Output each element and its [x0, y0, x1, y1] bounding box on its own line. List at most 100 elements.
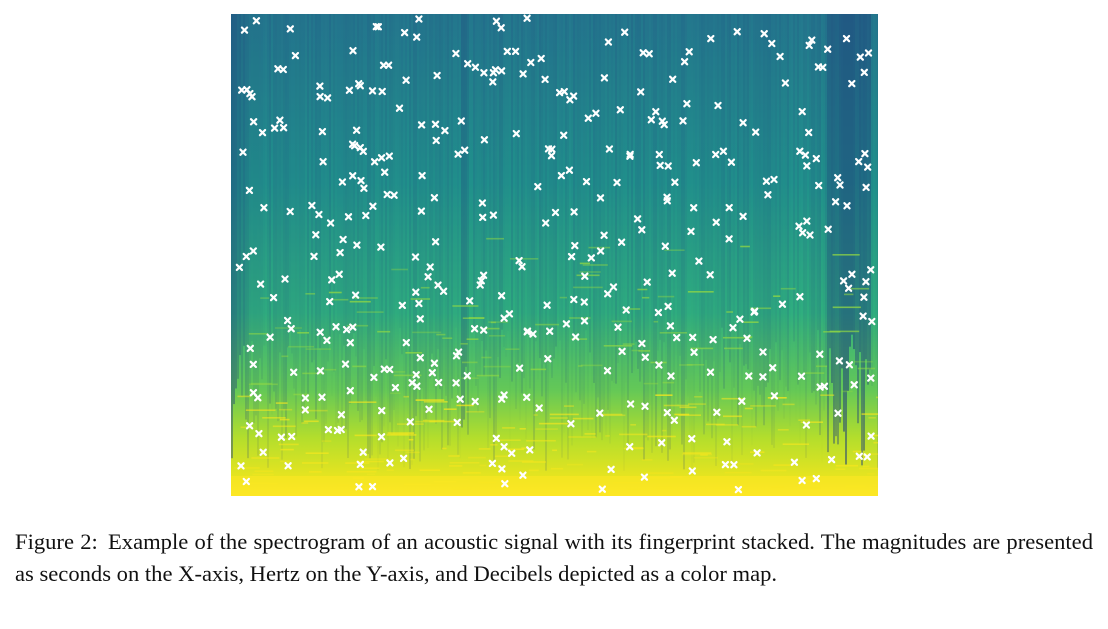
spectrogram-harmonic	[356, 460, 385, 463]
spectrogram-column	[301, 14, 303, 424]
fingerprint-marker	[690, 204, 698, 212]
spectrogram-column	[383, 14, 385, 426]
spectrogram-harmonic	[352, 365, 367, 368]
spectrogram-column	[317, 14, 319, 334]
spectrogram-harmonic	[488, 321, 509, 323]
fingerprint-marker	[544, 355, 552, 363]
spectrogram-column	[435, 14, 437, 424]
spectrogram-column	[235, 14, 237, 389]
fingerprint-marker	[279, 65, 288, 74]
spectrogram-harmonic	[623, 447, 644, 450]
fingerprint-marker	[621, 28, 629, 36]
spectrogram-column	[737, 14, 739, 426]
spectrogram-harmonic	[678, 414, 701, 416]
fingerprint-marker	[725, 203, 733, 212]
spectrogram-harmonic	[346, 324, 369, 327]
fingerprint-marker	[739, 212, 747, 221]
fingerprint-marker	[855, 452, 864, 460]
spectrogram-column	[735, 14, 737, 401]
fingerprint-marker	[600, 231, 608, 239]
fingerprint-marker	[345, 86, 354, 95]
fingerprint-marker	[431, 238, 440, 246]
fingerprint-marker	[249, 360, 257, 369]
spectrogram-column	[381, 14, 383, 443]
spectrogram-column	[855, 14, 857, 366]
spectrogram-harmonic	[345, 462, 370, 464]
spectrogram-column	[463, 14, 465, 420]
fingerprint-marker	[326, 219, 335, 227]
spectrogram-harmonic	[403, 395, 409, 398]
spectrogram-plot	[231, 14, 878, 496]
fingerprint-marker	[349, 46, 357, 55]
fingerprint-marker	[246, 344, 254, 353]
fingerprint-marker	[638, 339, 646, 348]
fingerprint-marker	[439, 287, 448, 295]
spectrogram-harmonic	[480, 327, 500, 330]
fingerprint-marker	[277, 433, 286, 441]
fingerprint-marker	[562, 320, 571, 328]
spectrogram-column	[561, 14, 563, 458]
fingerprint-marker	[312, 231, 320, 239]
fingerprint-marker	[864, 49, 873, 57]
fingerprint-marker	[480, 326, 488, 334]
fingerprint-marker	[318, 127, 327, 136]
spectrogram-harmonic	[693, 456, 718, 459]
spectrogram-harmonic	[279, 460, 290, 463]
spectrogram-column	[833, 14, 835, 444]
spectrogram-column	[641, 14, 643, 377]
spectrogram-harmonic	[737, 463, 754, 465]
spectrogram-column	[293, 14, 295, 389]
spectrogram-column	[693, 14, 695, 463]
fingerprint-marker	[406, 418, 414, 426]
spectrogram-column	[255, 14, 257, 416]
spectrogram-harmonic	[643, 382, 659, 385]
spectrogram-column	[867, 14, 869, 385]
spectrogram-harmonic	[364, 458, 390, 460]
fingerprint-marker	[368, 87, 377, 95]
fingerprint-marker	[592, 109, 600, 118]
fingerprint-marker	[663, 408, 671, 417]
spectrogram-column	[449, 14, 451, 446]
spectrogram-harmonic	[650, 361, 667, 364]
spectrogram-column	[299, 14, 301, 330]
spectrogram-harmonic	[422, 419, 445, 422]
spectrogram-column	[633, 14, 635, 371]
fingerprint-marker	[687, 227, 695, 236]
fingerprint-marker	[276, 116, 284, 124]
spectrogram-harmonic	[395, 449, 414, 452]
spectrogram-harmonic	[502, 427, 516, 429]
fingerprint-marker	[359, 147, 367, 156]
fingerprint-marker	[519, 70, 527, 78]
fingerprint-marker	[834, 409, 842, 417]
fingerprint-marker	[478, 199, 487, 207]
fingerprint-marker	[667, 372, 675, 380]
fingerprint-marker	[258, 128, 267, 137]
spectrogram-harmonic	[279, 408, 293, 411]
spectrogram-column	[415, 14, 417, 417]
fingerprint-marker	[712, 218, 720, 226]
fingerprint-marker	[339, 235, 347, 244]
fingerprint-marker	[868, 317, 876, 326]
spectrogram-harmonic	[619, 433, 648, 436]
spectrogram-column	[747, 14, 749, 370]
spectrogram-column	[745, 14, 747, 365]
fingerprint-marker	[760, 30, 768, 38]
fingerprint-marker	[560, 131, 568, 140]
fingerprint-marker	[580, 317, 589, 325]
fingerprint-marker	[377, 433, 386, 441]
fingerprint-marker	[500, 314, 508, 322]
spectrogram-column	[673, 14, 675, 414]
spectrogram-column	[565, 14, 567, 383]
fingerprint-marker	[287, 432, 296, 441]
fingerprint-marker	[670, 416, 678, 424]
fingerprint-marker	[497, 67, 506, 75]
fingerprint-marker	[824, 225, 832, 233]
spectrogram-column	[873, 14, 875, 387]
spectrogram-column	[515, 14, 517, 409]
fingerprint-marker	[453, 418, 461, 427]
spectrogram-column	[347, 14, 349, 459]
fingerprint-marker	[492, 434, 500, 443]
fingerprint-marker	[831, 198, 840, 206]
fingerprint-marker	[488, 459, 497, 468]
fingerprint-marker	[325, 297, 334, 306]
